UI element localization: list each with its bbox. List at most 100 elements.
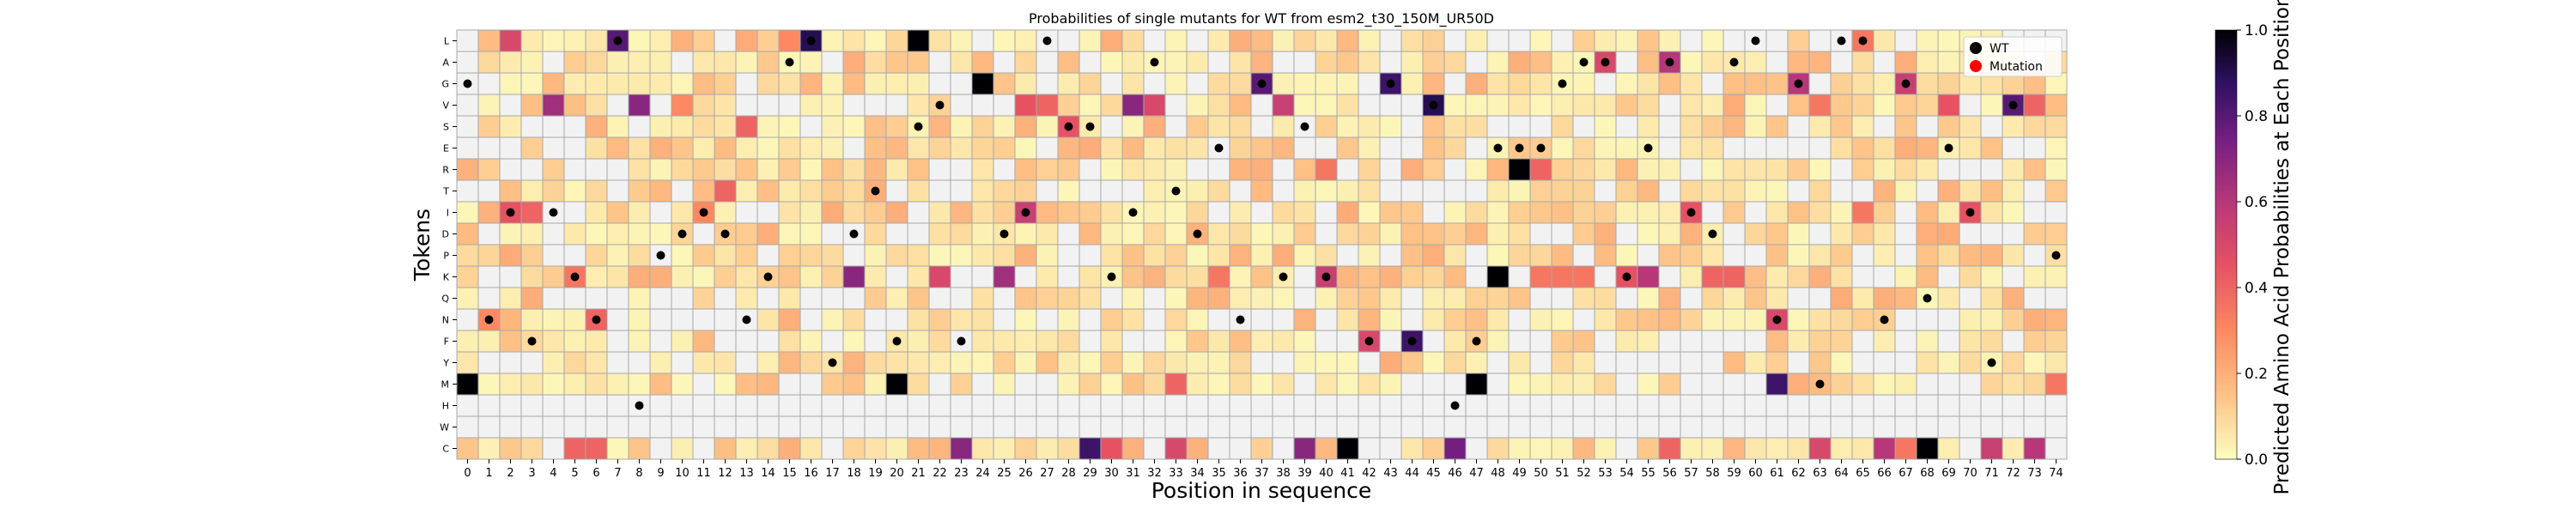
heatmap-cell bbox=[714, 29, 737, 52]
heatmap-cell bbox=[1272, 201, 1295, 224]
heatmap-cell bbox=[756, 308, 780, 331]
heatmap-cell bbox=[1315, 287, 1338, 310]
y-tick-label: H bbox=[442, 401, 449, 412]
heatmap-cell bbox=[1186, 265, 1209, 288]
wt-marker bbox=[1772, 315, 1782, 324]
heatmap-cell bbox=[1443, 330, 1467, 353]
heatmap-cell bbox=[649, 437, 672, 460]
heatmap-cell bbox=[1078, 351, 1102, 374]
heatmap-cell bbox=[1594, 136, 1617, 160]
heatmap-cell bbox=[628, 330, 651, 353]
heatmap-cell bbox=[1250, 351, 1273, 374]
heatmap-cell bbox=[1637, 287, 1660, 310]
heatmap-cell bbox=[1959, 179, 1982, 203]
heatmap-cell bbox=[1358, 415, 1381, 439]
heatmap-cell bbox=[1186, 244, 1209, 267]
heatmap-cell bbox=[1036, 330, 1059, 353]
heatmap-cell bbox=[1186, 201, 1209, 224]
heatmap-cell bbox=[1551, 308, 1574, 331]
heatmap-cell bbox=[1765, 201, 1789, 224]
heatmap-cell bbox=[1207, 437, 1230, 460]
heatmap-cell bbox=[2044, 222, 2068, 245]
heatmap-cell bbox=[799, 179, 823, 203]
heatmap-cell bbox=[1744, 330, 1767, 353]
heatmap-cell bbox=[907, 373, 930, 396]
heatmap-cell bbox=[1207, 201, 1230, 224]
heatmap-cell bbox=[1186, 394, 1209, 417]
heatmap-cell bbox=[1465, 373, 1488, 396]
heatmap-cell bbox=[606, 115, 629, 138]
heatmap-cell bbox=[692, 330, 715, 353]
heatmap-cell bbox=[1422, 351, 1445, 374]
heatmap-cell bbox=[1336, 179, 1359, 203]
heatmap-cell bbox=[1143, 72, 1166, 95]
heatmap-cell bbox=[1121, 394, 1145, 417]
heatmap-cell bbox=[1379, 115, 1402, 138]
heatmap-cell bbox=[1036, 72, 1059, 95]
heatmap-cell bbox=[1315, 351, 1338, 374]
x-tick-label: 21 bbox=[911, 467, 926, 480]
heatmap-cell bbox=[1959, 330, 1982, 353]
heatmap-cell bbox=[1164, 115, 1188, 138]
colorbar-tick-label: 1.0 bbox=[2245, 22, 2268, 39]
heatmap-cell bbox=[1014, 51, 1037, 74]
heatmap-cell bbox=[1594, 394, 1617, 417]
heatmap-cell bbox=[1164, 72, 1188, 95]
heatmap-cell bbox=[1143, 94, 1166, 117]
heatmap-cell bbox=[1830, 158, 1853, 181]
heatmap-cell bbox=[799, 94, 823, 117]
x-tick-label: 57 bbox=[1684, 467, 1698, 480]
heatmap-cell bbox=[1229, 72, 1252, 95]
heatmap-cell bbox=[1379, 158, 1402, 181]
heatmap-cell bbox=[1851, 201, 1874, 224]
heatmap-cell bbox=[1315, 394, 1338, 417]
heatmap-cell bbox=[950, 158, 973, 181]
x-tick-label: 69 bbox=[1941, 467, 1956, 480]
heatmap-cell bbox=[1680, 351, 1703, 374]
heatmap-cell bbox=[1916, 201, 1939, 224]
heatmap-cell bbox=[1680, 222, 1703, 245]
heatmap-cell bbox=[714, 51, 737, 74]
heatmap-cell bbox=[1465, 51, 1488, 74]
heatmap-cell bbox=[1701, 330, 1724, 353]
heatmap-cell bbox=[1830, 136, 1853, 160]
heatmap-cell bbox=[971, 308, 994, 331]
heatmap-cell bbox=[1078, 373, 1102, 396]
heatmap-cell bbox=[993, 51, 1016, 74]
heatmap-cell bbox=[971, 437, 994, 460]
heatmap-cell bbox=[1250, 201, 1273, 224]
heatmap-cell bbox=[907, 136, 930, 160]
x-tick-label: 8 bbox=[635, 467, 642, 480]
heatmap-cell bbox=[1229, 351, 1252, 374]
heatmap-cell bbox=[778, 158, 801, 181]
heatmap-cell bbox=[456, 308, 479, 331]
heatmap-cell bbox=[950, 287, 973, 310]
heatmap-cell bbox=[928, 351, 951, 374]
x-tick-label: 56 bbox=[1662, 467, 1677, 480]
heatmap-cell bbox=[1336, 158, 1359, 181]
heatmap-cell bbox=[1443, 115, 1467, 138]
heatmap-cell bbox=[864, 373, 887, 396]
heatmap-cell bbox=[1508, 222, 1531, 245]
heatmap-cell bbox=[1980, 394, 2003, 417]
heatmap-cell bbox=[1422, 415, 1445, 439]
heatmap-cell bbox=[756, 115, 780, 138]
heatmap-cell bbox=[714, 244, 737, 267]
heatmap-cell bbox=[1722, 158, 1746, 181]
heatmap-cell bbox=[1422, 330, 1445, 353]
heatmap-cell bbox=[1121, 115, 1145, 138]
heatmap-cell bbox=[1207, 158, 1230, 181]
wt-marker bbox=[785, 58, 794, 67]
heatmap-cell bbox=[2002, 415, 2025, 439]
heatmap-cell bbox=[585, 373, 608, 396]
heatmap-cell bbox=[1744, 94, 1767, 117]
heatmap-cell bbox=[1765, 136, 1789, 160]
heatmap-cell bbox=[1057, 29, 1080, 52]
heatmap-cell bbox=[520, 415, 544, 439]
wt-marker bbox=[1880, 315, 1889, 324]
heatmap-cell bbox=[993, 287, 1016, 310]
heatmap-cell bbox=[563, 72, 586, 95]
heatmap-cell bbox=[1851, 72, 1874, 95]
heatmap-cell bbox=[1529, 287, 1552, 310]
